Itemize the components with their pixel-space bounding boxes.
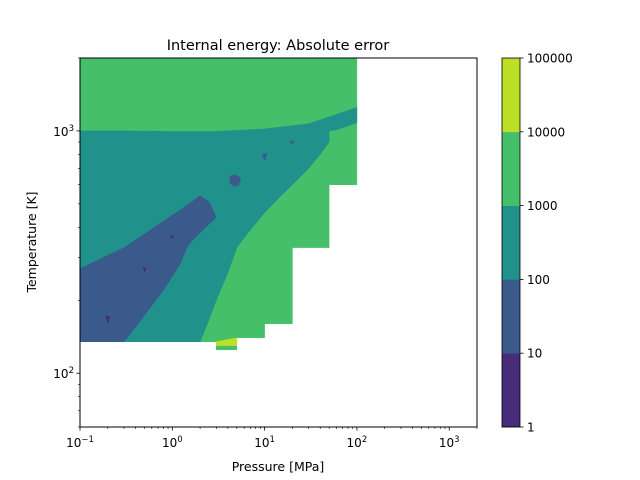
colorbar: 1 10 100 1000 10000 100000 [501,52,573,435]
colorbar-tick-label: 1000 [527,199,558,213]
x-tick-label: 103 [439,435,460,450]
x-tick-label: 100 [162,435,183,450]
colorbar-band [502,205,520,280]
colorbar-tick-label: 10000 [527,125,565,139]
colorbar-tick-label: 100 [527,273,550,287]
x-tick-label: 10−1 [66,435,94,450]
colorbar-tick-label: 1 [527,421,535,435]
x-tick-label: 101 [254,435,275,450]
y-axis-ticks: 102 103 [53,57,80,428]
contour-region-10-100-2 [262,152,267,161]
contour-region-1-10-0 [105,315,111,325]
y-tick-label: 102 [53,366,74,381]
x-axis-label: Pressure [MPa] [232,459,325,474]
contour-region-10-100-3 [289,140,295,145]
x-tick-label: 102 [347,435,368,450]
colorbar-frame [501,57,521,428]
axes-frame [79,57,478,428]
colorbar-band [502,279,520,354]
x-axis-ticks: 10−1 100 101 102 103 [66,427,478,450]
contour-region-10000-100000-0 [216,337,238,346]
y-axis-label: Temperature [K] [24,191,39,293]
colorbar-tick-label: 10 [527,347,542,361]
colorbar-band [502,131,520,206]
contour-region-1-10-1 [142,267,147,273]
y-tick-label: 103 [53,124,74,139]
colorbar-tick-label: 100000 [527,52,573,66]
colorbar-band [502,353,520,428]
chart-title: Internal energy: Absolute error [167,38,390,54]
contour-region-10-100-0 [79,195,217,342]
contour-regions [79,57,358,351]
contour-region-10-100-1 [229,174,241,187]
contour-region-1-10-2 [169,235,175,239]
colorbar-band [502,58,520,133]
